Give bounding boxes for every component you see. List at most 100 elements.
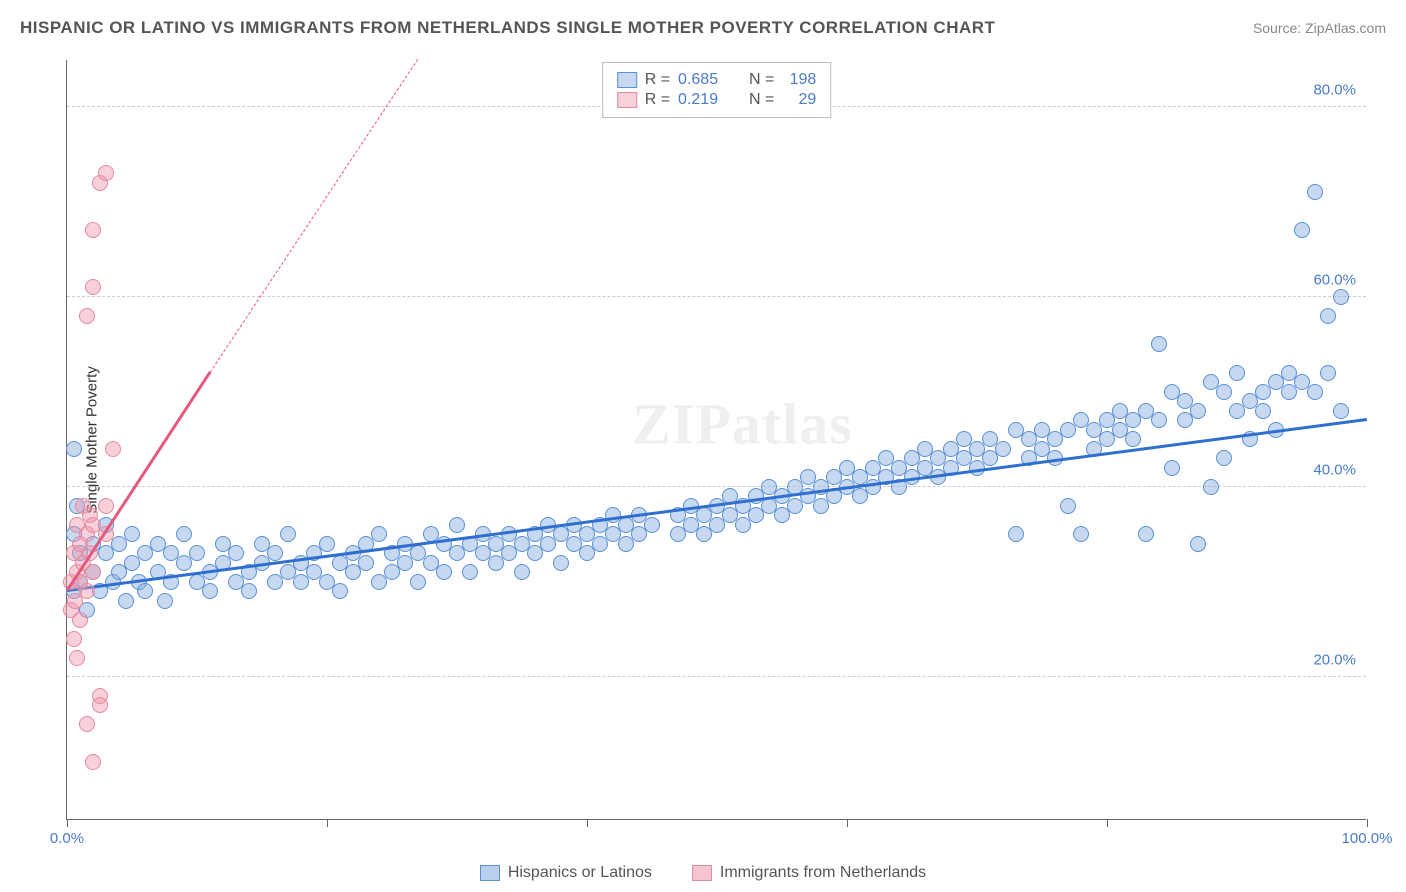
plot-region: ZIPatlas R = 0.685 N = 198 R = 0.219 N = …	[66, 60, 1366, 820]
data-point	[1255, 403, 1271, 419]
legend-swatch	[480, 865, 500, 881]
data-point	[1216, 450, 1232, 466]
data-point	[79, 308, 95, 324]
data-point	[553, 555, 569, 571]
gridline	[67, 296, 1366, 297]
data-point	[644, 517, 660, 533]
data-point	[1333, 289, 1349, 305]
data-point	[66, 631, 82, 647]
legend-correlation-box: R = 0.685 N = 198R = 0.219 N = 29	[602, 62, 832, 118]
data-point	[1164, 460, 1180, 476]
data-point	[85, 222, 101, 238]
legend-bottom-item: Hispanics or Latinos	[480, 864, 652, 882]
data-point	[69, 650, 85, 666]
data-point	[1294, 222, 1310, 238]
watermark-text: ZIPatlas	[632, 391, 853, 458]
y-tick-label: 60.0%	[1313, 271, 1356, 288]
data-point	[92, 697, 108, 713]
legend-swatch	[617, 92, 637, 108]
data-point	[1073, 526, 1089, 542]
legend-n-value: 29	[782, 91, 816, 109]
data-point	[85, 279, 101, 295]
data-point	[98, 165, 114, 181]
x-tick	[327, 819, 328, 827]
data-point	[267, 545, 283, 561]
data-point	[157, 593, 173, 609]
data-point	[79, 583, 95, 599]
data-point	[462, 564, 478, 580]
data-point	[85, 754, 101, 770]
legend-swatch	[692, 865, 712, 881]
data-point	[436, 564, 452, 580]
data-point	[995, 441, 1011, 457]
data-point	[1190, 403, 1206, 419]
data-point	[72, 612, 88, 628]
data-point	[1151, 412, 1167, 428]
chart-area: Single Mother Poverty ZIPatlas R = 0.685…	[48, 60, 1368, 820]
data-point	[1216, 384, 1232, 400]
x-tick	[1107, 819, 1108, 827]
data-point	[1008, 526, 1024, 542]
legend-r-value: 0.219	[678, 91, 732, 109]
data-point	[1190, 536, 1206, 552]
data-point	[410, 574, 426, 590]
chart-source: Source: ZipAtlas.com	[1253, 20, 1386, 36]
x-tick-label: 0.0%	[50, 830, 84, 847]
data-point	[280, 526, 296, 542]
gridline	[67, 676, 1366, 677]
data-point	[319, 536, 335, 552]
gridline	[67, 486, 1366, 487]
data-point	[1320, 365, 1336, 381]
y-tick-label: 80.0%	[1313, 81, 1356, 98]
data-point	[118, 593, 134, 609]
legend-r-value: 0.685	[678, 71, 732, 89]
data-point	[449, 517, 465, 533]
data-point	[1333, 403, 1349, 419]
trend-line	[67, 418, 1367, 591]
legend-label: Hispanics or Latinos	[508, 864, 652, 882]
data-point	[1229, 365, 1245, 381]
x-tick	[67, 819, 68, 827]
legend-n-label: N =	[740, 91, 774, 109]
y-tick-label: 40.0%	[1313, 461, 1356, 478]
data-point	[241, 583, 257, 599]
legend-label: Immigrants from Netherlands	[720, 864, 926, 882]
data-point	[1320, 308, 1336, 324]
data-point	[1203, 479, 1219, 495]
data-point	[137, 583, 153, 599]
x-tick-label: 100.0%	[1342, 830, 1393, 847]
data-point	[1125, 431, 1141, 447]
data-point	[332, 583, 348, 599]
data-point	[1151, 336, 1167, 352]
data-point	[105, 441, 121, 457]
x-tick	[587, 819, 588, 827]
chart-title: HISPANIC OR LATINO VS IMMIGRANTS FROM NE…	[20, 18, 995, 38]
data-point	[1307, 184, 1323, 200]
data-point	[176, 526, 192, 542]
data-point	[228, 545, 244, 561]
legend-r-label: R =	[645, 91, 670, 109]
legend-n-label: N =	[740, 71, 774, 89]
data-point	[66, 441, 82, 457]
data-point	[1138, 526, 1154, 542]
data-point	[85, 564, 101, 580]
legend-n-value: 198	[782, 71, 816, 89]
data-point	[1060, 498, 1076, 514]
data-point	[1307, 384, 1323, 400]
x-tick	[847, 819, 848, 827]
data-point	[79, 716, 95, 732]
legend-row: R = 0.219 N = 29	[617, 91, 817, 109]
legend-swatch	[617, 72, 637, 88]
chart-header: HISPANIC OR LATINO VS IMMIGRANTS FROM NE…	[20, 18, 1386, 38]
data-point	[371, 526, 387, 542]
data-point	[189, 545, 205, 561]
legend-row: R = 0.685 N = 198	[617, 71, 817, 89]
data-point	[124, 526, 140, 542]
data-point	[514, 564, 530, 580]
legend-bottom: Hispanics or Latinos Immigrants from Neth…	[0, 864, 1406, 882]
data-point	[202, 583, 218, 599]
legend-bottom-item: Immigrants from Netherlands	[692, 864, 926, 882]
x-tick	[1367, 819, 1368, 827]
data-point	[98, 498, 114, 514]
legend-r-label: R =	[645, 71, 670, 89]
